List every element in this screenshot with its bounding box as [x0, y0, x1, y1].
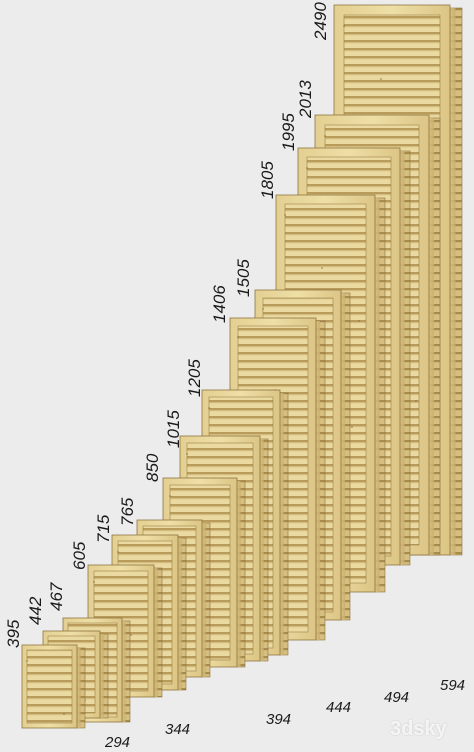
height-label-467: 467: [48, 583, 65, 611]
height-label-2013: 2013: [297, 80, 314, 118]
width-label-294: 294: [105, 735, 130, 750]
width-label-344: 344: [165, 722, 190, 737]
height-label-442: 442: [27, 597, 44, 625]
height-label-1205: 1205: [186, 359, 203, 397]
height-label-395: 395: [5, 620, 22, 648]
height-label-1505: 1505: [235, 259, 252, 297]
height-label-1015: 1015: [165, 410, 182, 448]
width-label-394: 394: [266, 712, 291, 727]
shutter-395: [22, 645, 85, 728]
height-label-1406: 1406: [211, 285, 228, 323]
height-label-1995: 1995: [280, 113, 297, 151]
height-label-850: 850: [144, 454, 161, 482]
height-label-765: 765: [119, 498, 136, 526]
height-label-1805: 1805: [259, 161, 276, 199]
height-label-605: 605: [71, 542, 88, 570]
width-label-494: 494: [384, 690, 409, 705]
width-label-594: 594: [440, 678, 465, 693]
watermark: 3dsky: [390, 718, 447, 741]
height-label-2490: 2490: [312, 2, 329, 40]
height-label-715: 715: [95, 515, 112, 543]
width-label-444: 444: [326, 700, 351, 715]
